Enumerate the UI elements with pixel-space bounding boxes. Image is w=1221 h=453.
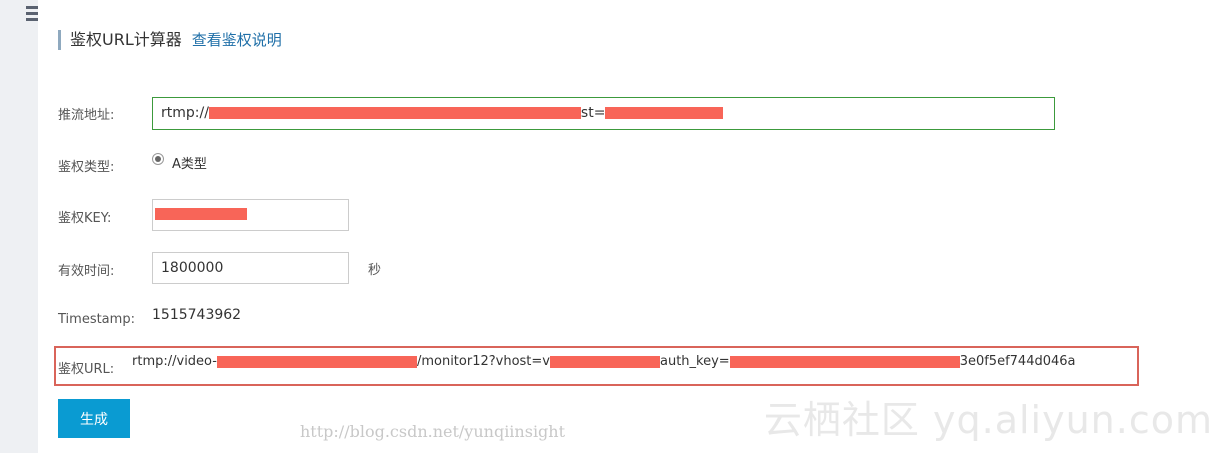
auth-url-part: rtmp://video- [132,354,217,369]
timestamp-label: Timestamp: [58,312,135,327]
valid-time-label: 有效时间: [58,264,115,279]
redaction [216,355,417,368]
auth-type-label: 鉴权类型: [58,160,115,175]
timestamp-value: 1515743962 [152,307,242,323]
auth-url-value[interactable]: rtmp://video- /monitor12?vhost=v auth_key=… [132,354,1076,369]
push-url-input[interactable]: rtmp:// st= [152,97,1055,130]
auth-key-input[interactable] [152,199,349,231]
redaction [208,107,581,119]
auth-url-label: 鉴权URL: [58,362,115,377]
watermark-url: http://blog.csdn.net/yunqiinsight [300,422,566,441]
auth-url-part: 3e0f5ef744d046a [959,354,1076,369]
valid-time-input[interactable]: 1800000 [152,252,349,284]
sidebar [0,0,38,453]
help-link[interactable]: 查看鉴权说明 [191,31,282,49]
redaction [155,208,247,220]
auth-url-box [54,346,1139,386]
page-title: 鉴权URL计算器 查看鉴权说明 [58,30,282,50]
push-url-text-2: st= [580,105,606,121]
watermark: 云栖社区 yq.aliyun.com [763,398,1213,442]
generate-button[interactable]: 生成 [58,399,130,438]
redaction [605,107,724,119]
collapse-menu-icon[interactable] [26,6,38,24]
push-url-text: rtmp:// [161,105,209,121]
auth-type-a-label[interactable]: A类型 [172,157,207,172]
auth-key-label: 鉴权KEY: [58,211,112,226]
auth-url-part: /monitor12?vhost=v [416,354,550,369]
redaction [729,355,960,368]
push-url-label: 推流地址: [58,108,115,123]
title-text: 鉴权URL计算器 [70,30,182,49]
valid-time-unit: 秒 [368,263,382,278]
auth-type-a-radio[interactable] [152,153,164,165]
auth-url-part: auth_key= [659,354,730,369]
redaction [549,355,660,368]
